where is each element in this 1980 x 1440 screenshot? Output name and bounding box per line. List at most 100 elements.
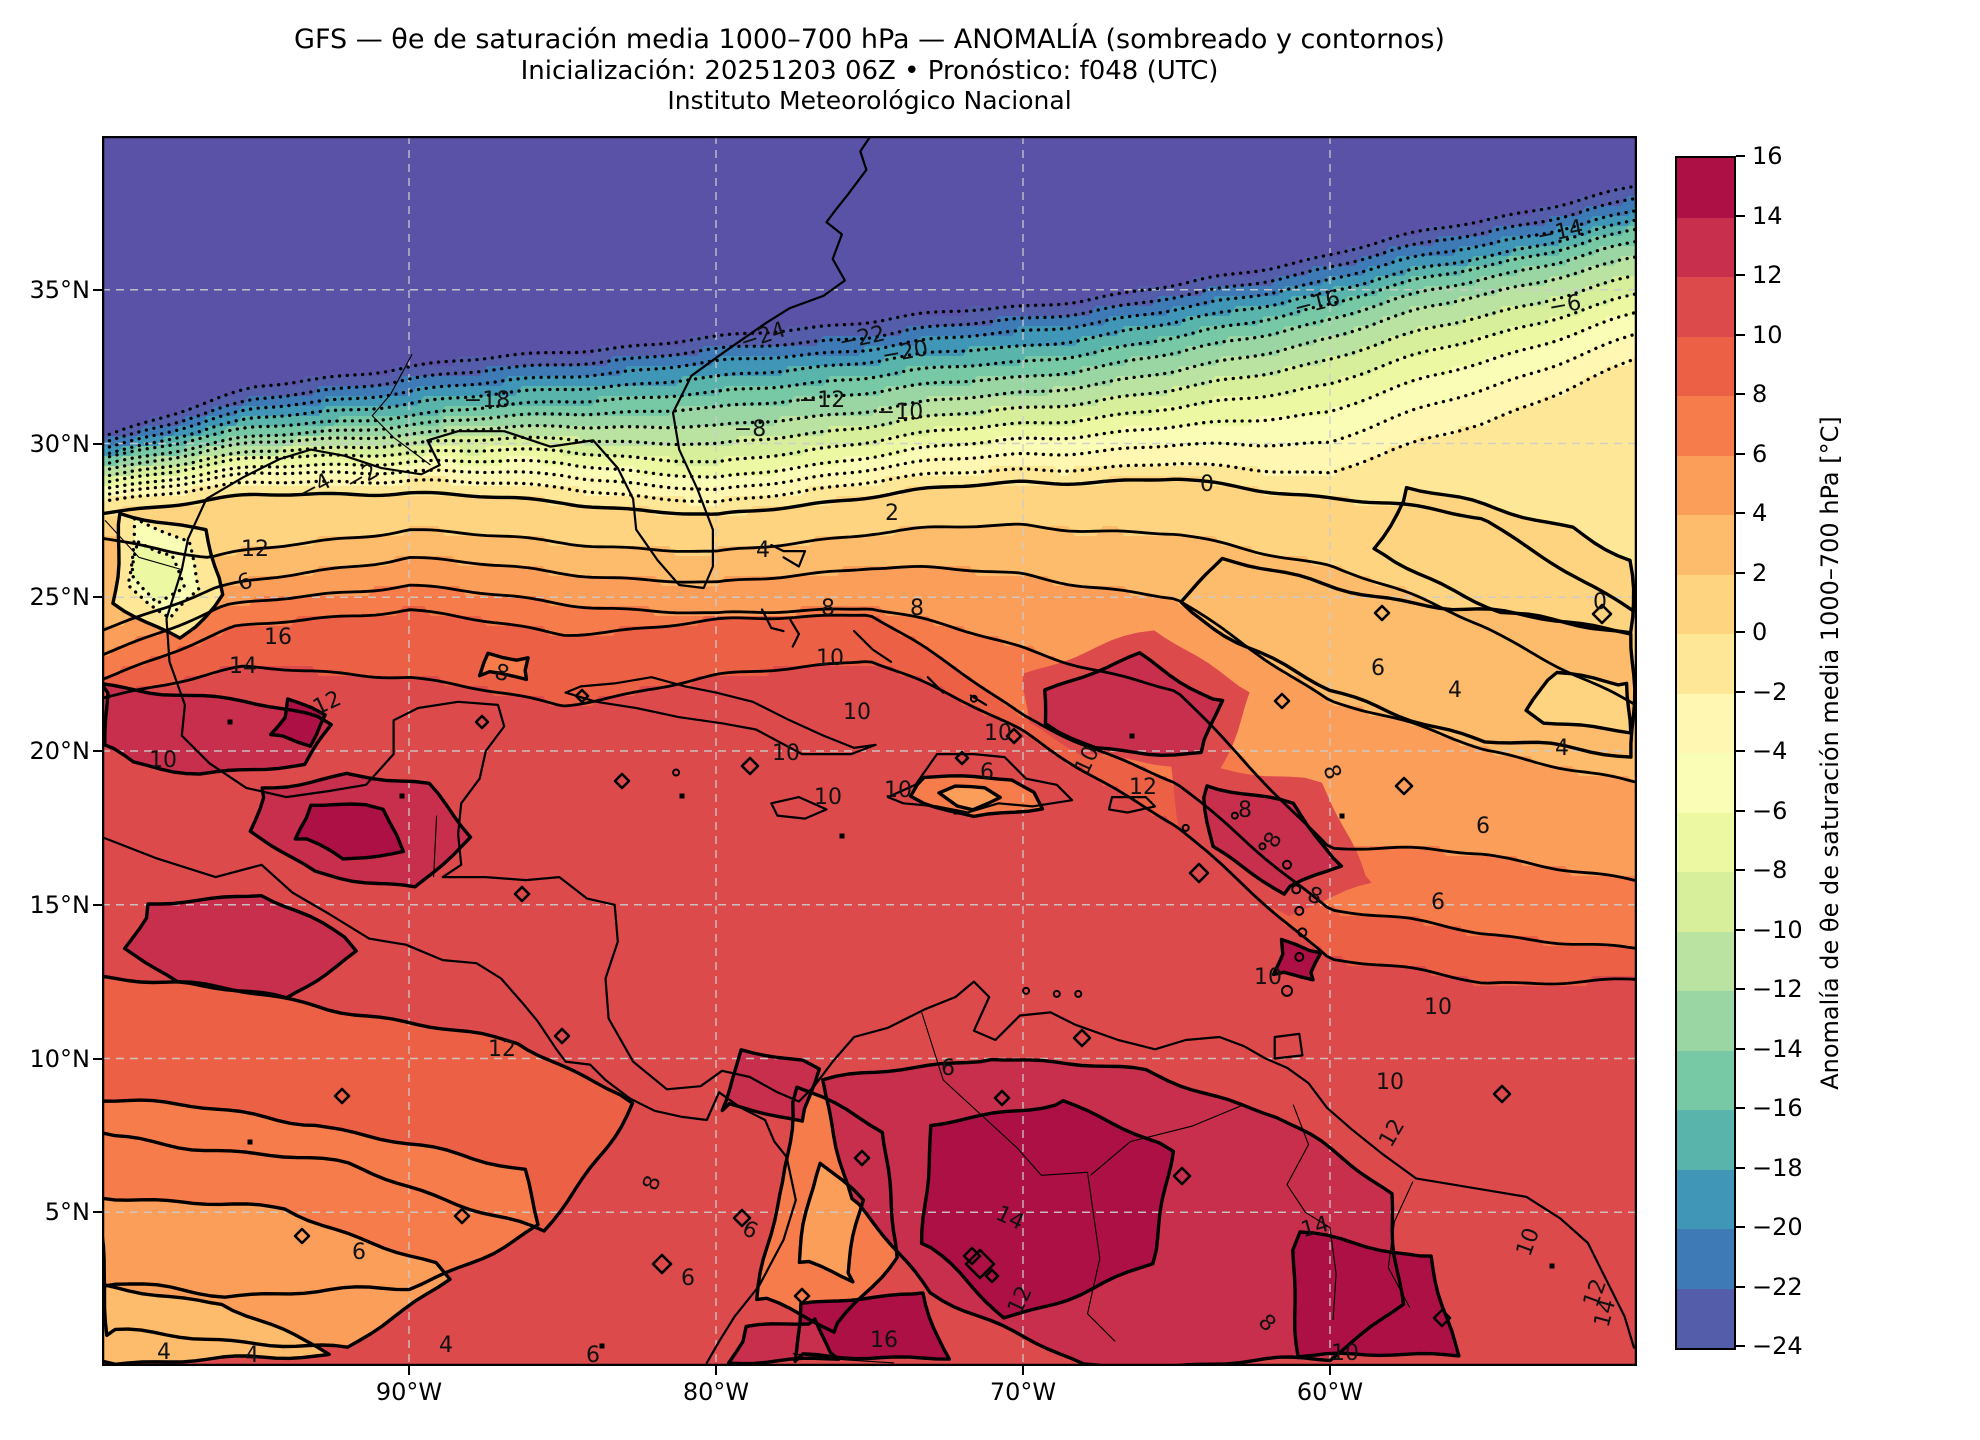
- ytick-mark: [93, 1057, 102, 1060]
- xtick-mark: [1022, 1366, 1024, 1375]
- colorbar-band: [1677, 217, 1734, 277]
- svg-text:10: 10: [1376, 1070, 1404, 1095]
- ytick-mark: [93, 750, 102, 752]
- xtick-mark: [1329, 1366, 1331, 1375]
- colorbar-tick-mark: [1736, 512, 1745, 514]
- colorbar-tick-mark: [1736, 690, 1745, 693]
- svg-text:4: 4: [1448, 678, 1462, 703]
- colorbar-tick-mark: [1736, 393, 1745, 395]
- svg-text:6: 6: [681, 1266, 695, 1291]
- colorbar-tick-−22: −22: [1752, 1272, 1803, 1301]
- svg-text:−6: −6: [1547, 290, 1583, 320]
- colorbar-tick-10: 10: [1752, 320, 1783, 349]
- colorbar-band: [1677, 1050, 1734, 1110]
- ytick-25°N: 25°N: [29, 583, 91, 612]
- colorbar-tick-mark: [1736, 214, 1745, 217]
- colorbar-tick-4: 4: [1752, 499, 1768, 527]
- svg-text:0: 0: [1200, 472, 1214, 497]
- svg-text:6: 6: [941, 1056, 955, 1081]
- colorbar-band: [1677, 753, 1734, 813]
- ytick-20°N: 20°N: [29, 737, 91, 765]
- colorbar-tick-−6: −6: [1752, 796, 1788, 825]
- svg-text:0: 0: [1593, 590, 1607, 615]
- svg-text:10: 10: [1331, 1341, 1359, 1366]
- colorbar-tick-−2: −2: [1752, 677, 1788, 706]
- svg-text:6: 6: [1476, 814, 1490, 839]
- colorbar-band: [1677, 991, 1734, 1051]
- colorbar-tick-−8: −8: [1752, 856, 1788, 884]
- colorbar-tick-mark: [1736, 452, 1745, 455]
- svg-text:8: 8: [1238, 798, 1252, 823]
- colorbar-tick-mark: [1736, 1285, 1745, 1288]
- ytick-15°N: 15°N: [29, 890, 91, 919]
- colorbar-band: [1677, 872, 1734, 932]
- colorbar: [1675, 156, 1736, 1350]
- colorbar-band: [1677, 277, 1734, 337]
- colorbar-band: [1677, 1229, 1734, 1289]
- svg-text:8: 8: [492, 660, 512, 688]
- svg-text:16: 16: [870, 1328, 898, 1353]
- ytick-35°N: 35°N: [29, 275, 91, 304]
- colorbar-tick-mark: [1736, 988, 1745, 990]
- plot-title: GFS — θe de saturación media 1000–700 hP…: [294, 24, 1445, 55]
- svg-text:10: 10: [149, 748, 177, 773]
- colorbar-tick-−14: −14: [1752, 1034, 1803, 1063]
- colorbar-tick-mark: [1736, 631, 1745, 633]
- ytick-mark: [93, 903, 102, 906]
- svg-text:−18: −18: [464, 388, 510, 413]
- svg-text:6: 6: [586, 1343, 600, 1366]
- svg-text:−12: −12: [799, 388, 845, 413]
- ytick-mark: [93, 442, 102, 445]
- colorbar-band: [1677, 396, 1734, 456]
- svg-text:14: 14: [229, 654, 257, 679]
- colorbar-tick-mark: [1736, 1345, 1745, 1347]
- svg-text:8: 8: [910, 596, 924, 621]
- svg-text:4: 4: [1555, 736, 1569, 761]
- plot-org-line: Instituto Meteorológico Nacional: [667, 86, 1072, 115]
- colorbar-band: [1677, 1169, 1734, 1229]
- colorbar-tick-mark: [1736, 869, 1745, 871]
- colorbar-tick-mark: [1736, 1107, 1745, 1109]
- plot-subtitle: Inicialización: 20251203 06Z • Pronóstic…: [520, 56, 1219, 86]
- xtick-90°W: 90°W: [375, 1378, 443, 1406]
- svg-text:12: 12: [1129, 775, 1157, 800]
- colorbar-title: Anomalía de θe de saturación media 1000–…: [1816, 416, 1844, 1090]
- svg-text:10: 10: [1254, 965, 1282, 990]
- colorbar-tick-mark: [1736, 809, 1745, 812]
- colorbar-tick-8: 8: [1752, 380, 1768, 408]
- svg-text:8: 8: [821, 596, 835, 621]
- svg-text:10: 10: [1424, 995, 1452, 1020]
- svg-text:12: 12: [488, 1037, 516, 1062]
- xtick-80°W: 80°W: [682, 1378, 750, 1406]
- svg-text:6: 6: [352, 1240, 366, 1265]
- colorbar-tick-mark: [1736, 274, 1745, 276]
- colorbar-tick-mark: [1736, 1226, 1745, 1228]
- colorbar-tick-mark: [1736, 1166, 1745, 1169]
- colorbar-band: [1677, 931, 1734, 991]
- colorbar-tick-−12: −12: [1752, 975, 1803, 1003]
- xtick-60°W: 60°W: [1296, 1378, 1364, 1406]
- svg-text:10: 10: [772, 741, 800, 766]
- map-plot: −24 −22 −20 −18 −16 −14 −12 −10 −8 −6 −4 −2 0 0 2 4 4 4 4 4…: [102, 136, 1637, 1366]
- svg-text:4: 4: [756, 538, 770, 563]
- svg-text:6: 6: [1371, 656, 1385, 681]
- ytick-mark: [93, 596, 102, 599]
- svg-text:−10: −10: [877, 400, 923, 425]
- colorbar-band: [1677, 158, 1734, 218]
- colorbar-band: [1677, 693, 1734, 753]
- colorbar-tick-mark: [1736, 333, 1745, 336]
- colorbar-band: [1677, 1288, 1734, 1348]
- colorbar-band: [1677, 1110, 1734, 1170]
- colorbar-tick-−24: −24: [1752, 1332, 1803, 1360]
- colorbar-tick-−10: −10: [1752, 915, 1803, 944]
- svg-text:4: 4: [157, 1340, 171, 1365]
- colorbar-tick-14: 14: [1752, 201, 1783, 230]
- colorbar-band: [1677, 336, 1734, 396]
- ytick-30°N: 30°N: [29, 429, 91, 458]
- svg-text:6: 6: [1431, 890, 1445, 915]
- colorbar-band: [1677, 634, 1734, 694]
- colorbar-tick-−16: −16: [1752, 1094, 1803, 1122]
- colorbar-tick-mark: [1736, 155, 1745, 157]
